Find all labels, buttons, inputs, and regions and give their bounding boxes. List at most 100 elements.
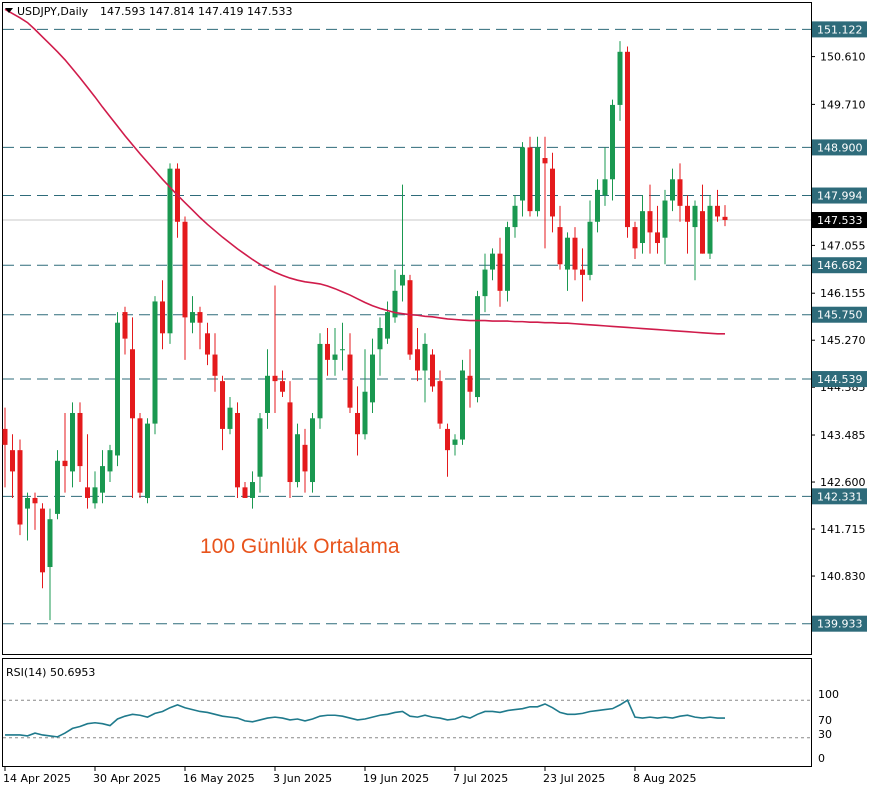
candle-body-25 xyxy=(190,312,195,323)
candle-body-52 xyxy=(392,290,398,318)
candle-body-80 xyxy=(602,179,608,196)
candle-body-19 xyxy=(145,423,150,498)
level-tag-bg-0 xyxy=(812,21,867,38)
candle-body-41 xyxy=(310,418,315,483)
time-tick-label-5: 7 Jul 2025 xyxy=(453,772,508,785)
rsi-tick-70: 70 xyxy=(818,714,832,727)
level-tag-bg-7 xyxy=(812,615,867,632)
candle-body-2 xyxy=(17,450,23,525)
candle-body-88 xyxy=(662,200,668,238)
level-tag-bg-5 xyxy=(812,371,867,388)
candle-body-85 xyxy=(640,211,645,244)
price-tick-label-8: 141.715 xyxy=(820,523,866,536)
time-tick-label-0: 14 Apr 2025 xyxy=(3,772,71,785)
candle-body-29 xyxy=(220,381,225,429)
price-tick-label-0: 150.610 xyxy=(820,51,866,64)
candle-body-45 xyxy=(340,349,345,351)
main-panel-frame xyxy=(2,2,812,655)
price-tick-label-2: 147.055 xyxy=(820,239,866,252)
candle-body-93 xyxy=(700,211,705,254)
candle-body-24 xyxy=(182,221,188,318)
candle-body-47 xyxy=(355,412,360,435)
time-tick-label-2: 16 May 2025 xyxy=(183,772,255,785)
candle-body-21 xyxy=(160,301,165,334)
time-tick-label-3: 3 Jun 2025 xyxy=(273,772,332,785)
time-axis: 14 Apr 2025 30 Apr 2025 16 May 2025 3 Jun 2… xyxy=(3,766,696,785)
candle-body-39 xyxy=(295,434,300,483)
candle-body-77 xyxy=(580,269,585,275)
candle-body-74 xyxy=(557,227,563,265)
candle-body-79 xyxy=(595,189,600,222)
level-tag-label-2: 147.994 xyxy=(817,190,863,203)
candle-body-16 xyxy=(122,312,128,339)
candle-body-20 xyxy=(152,301,158,424)
candle-body-6 xyxy=(47,519,53,568)
price-axis: 150.610149.710147.055146.155145.270144.3… xyxy=(811,51,866,583)
candle-body-59 xyxy=(445,428,450,451)
candle-body-37 xyxy=(280,381,285,392)
candle-body-33 xyxy=(250,482,255,498)
candle-body-76 xyxy=(572,237,578,270)
candle-body-18 xyxy=(137,418,143,493)
candle-body-28 xyxy=(212,354,218,376)
candle-body-46 xyxy=(347,354,353,408)
level-tag-label-5: 144.539 xyxy=(817,373,863,386)
level-tag-label-1: 148.900 xyxy=(817,141,863,154)
moving-average-line xyxy=(4,8,725,335)
candle-body-36 xyxy=(272,375,278,382)
candle-body-3 xyxy=(25,497,30,509)
candle-body-92 xyxy=(692,205,698,228)
candle-body-89 xyxy=(670,179,675,201)
candle-body-8 xyxy=(62,460,68,467)
candle-body-11 xyxy=(85,487,90,498)
candle-body-67 xyxy=(505,227,510,291)
candle-body-60 xyxy=(452,439,458,445)
rsi-tick-0: 0 xyxy=(818,752,825,765)
candle-body-40 xyxy=(302,444,308,472)
candle-body-31 xyxy=(235,412,240,488)
candle-body-7 xyxy=(55,460,60,514)
candle-body-91 xyxy=(685,205,690,222)
level-tag-label-7: 139.933 xyxy=(817,618,863,631)
rsi-line xyxy=(5,699,725,738)
ohlc-values: 147.593 147.814 147.419 147.533 xyxy=(100,5,292,18)
candle-body-68 xyxy=(512,205,518,228)
moving-average-annotation: 100 Günlük Ortalama xyxy=(200,535,400,558)
candle-body-26 xyxy=(197,312,203,323)
level-tag-bg-6 xyxy=(812,488,867,505)
candle-body-84 xyxy=(632,227,638,249)
candle-body-34 xyxy=(257,418,263,477)
candle-body-72 xyxy=(542,158,548,164)
candle-body-87 xyxy=(655,232,660,244)
current-price-tag: 147.533 xyxy=(812,212,867,229)
candle-body-90 xyxy=(677,179,683,206)
price-tick-label-6: 143.485 xyxy=(820,429,866,442)
candle-body-22 xyxy=(167,168,173,334)
candle-body-42 xyxy=(317,343,323,419)
rsi-panel-frame xyxy=(2,658,812,767)
candle-body-27 xyxy=(205,333,210,355)
candle-body-5 xyxy=(40,508,45,573)
symbol-label: USDJPY,Daily xyxy=(17,5,89,18)
candle-body-69 xyxy=(520,147,525,201)
candle-body-94 xyxy=(707,205,713,254)
candle-body-49 xyxy=(370,354,375,403)
candle-body-17 xyxy=(130,349,135,419)
candle-body-78 xyxy=(587,221,593,275)
candle-body-82 xyxy=(617,51,623,105)
time-tick-label-7: 8 Aug 2025 xyxy=(633,772,696,785)
price-tick-label-3: 146.155 xyxy=(820,287,866,300)
level-tag-bg-3 xyxy=(812,257,867,274)
rsi-tick-100: 100 xyxy=(818,688,839,701)
dropdown-triangle-icon[interactable] xyxy=(5,8,13,13)
candle-body-1 xyxy=(10,450,15,472)
candle-body-35 xyxy=(265,375,270,413)
price-tick-label-7: 142.600 xyxy=(820,476,866,489)
level-tag-bg-2 xyxy=(812,187,867,204)
candle-body-95 xyxy=(715,205,720,217)
level-tag-label-0: 151.122 xyxy=(817,23,863,36)
candle-body-10 xyxy=(77,412,83,467)
rsi-tick-30: 30 xyxy=(818,728,832,741)
time-tick-label-6: 23 Jul 2025 xyxy=(543,772,605,785)
